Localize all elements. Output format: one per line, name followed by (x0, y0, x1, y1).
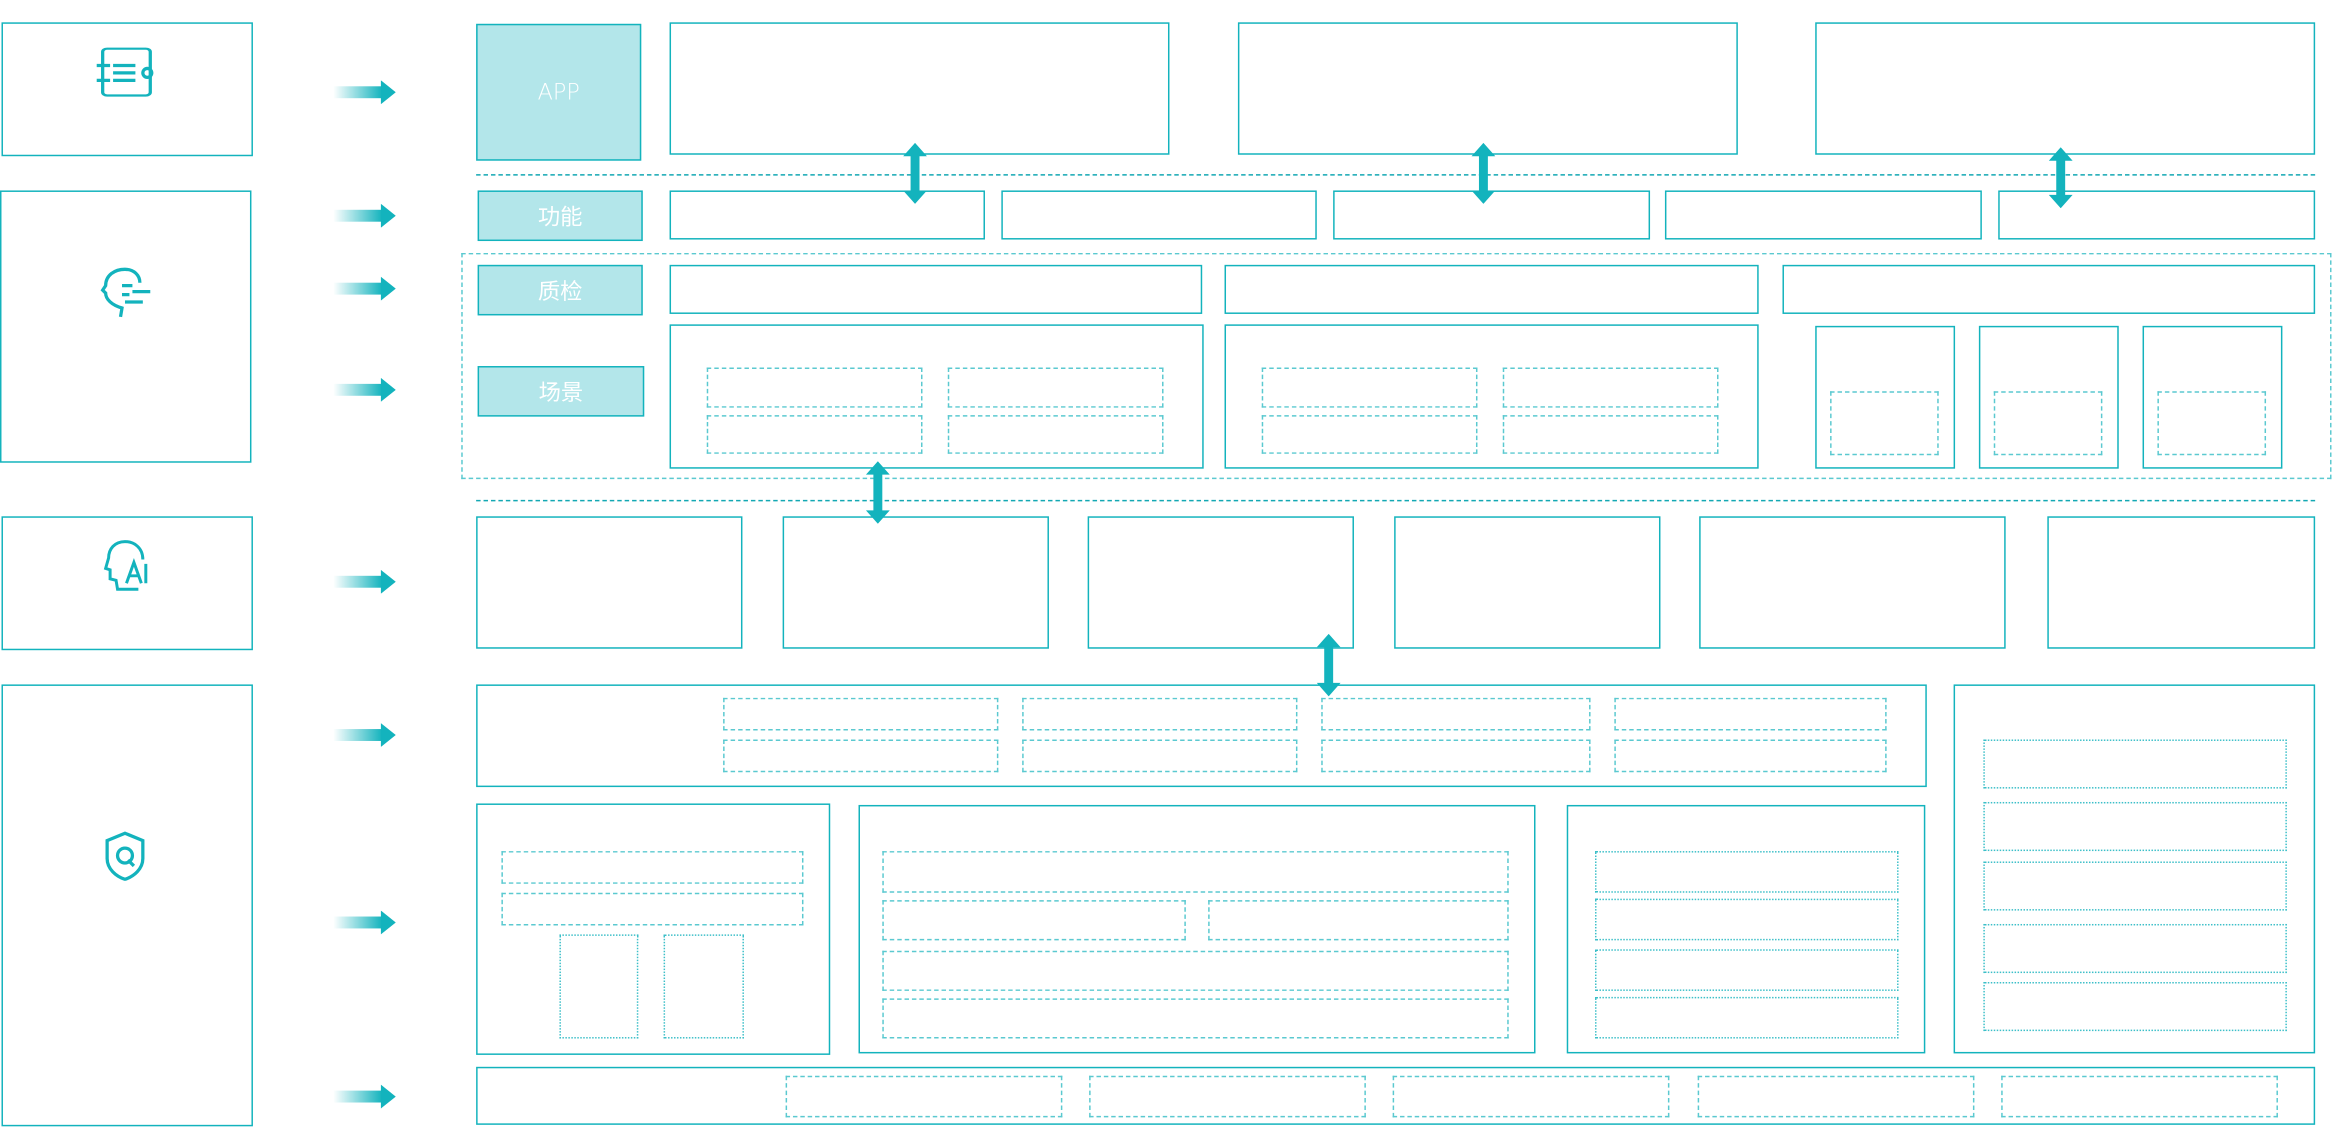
scenario-small-slot (1993, 391, 2103, 456)
module-slot (501, 892, 804, 926)
base-slot (1697, 1075, 1975, 1118)
module-slot (882, 950, 1509, 991)
function-box (1998, 190, 2316, 240)
right-stack-slot (1983, 861, 2287, 911)
scenario-small-box (2142, 325, 2283, 469)
platform-slot (723, 739, 999, 773)
quality-check-box (1224, 264, 1759, 314)
base-slot (2001, 1075, 2278, 1118)
right-arrow-icon (333, 1084, 396, 1109)
module-box-1 (476, 803, 831, 1055)
double-arrow-icon (1316, 633, 1341, 697)
module-slot (663, 934, 744, 1039)
quality-scenario-group (461, 252, 2332, 480)
layer-label-quality-check: 质检 (477, 264, 643, 316)
scenario-slot (947, 415, 1164, 454)
right-stack-slot (1983, 982, 2287, 1032)
platform-slot (1614, 739, 1887, 773)
platform-slot (1321, 697, 1591, 731)
platform-slot (1614, 697, 1887, 731)
scenario-small-slot (2157, 391, 2267, 456)
platform-slot (1321, 739, 1591, 773)
head-speech-icon (100, 267, 151, 318)
double-arrow-icon (865, 461, 890, 524)
function-box (669, 190, 985, 240)
scenario-box (1224, 324, 1759, 469)
ai-box (1699, 516, 2006, 649)
module-slot (1595, 949, 1899, 991)
function-box (1001, 190, 1317, 240)
double-arrow-icon (903, 142, 927, 204)
scenario-slot (1261, 415, 1478, 454)
quality-check-box (1782, 264, 2316, 314)
module-slot (1595, 996, 1899, 1039)
double-arrow-icon (2048, 147, 2073, 209)
quality-check-box (669, 264, 1203, 314)
left-panel-voice (0, 190, 252, 463)
app-box (1237, 22, 1738, 155)
double-arrow-icon (1471, 142, 1496, 204)
left-panel-ai (1, 516, 253, 651)
right-stack-box (1953, 684, 2316, 1054)
right-arrow-icon (333, 377, 396, 402)
layer-label-scenario: 场景 (477, 366, 645, 417)
document-list-icon (96, 47, 154, 97)
scenario-slot (1261, 367, 1478, 408)
scenario-small-box (1815, 325, 1956, 469)
ai-box (782, 516, 1049, 649)
scenario-box (669, 324, 1204, 469)
base-slot (785, 1075, 1063, 1118)
shield-q-icon (105, 831, 145, 881)
app-box (1815, 22, 2316, 155)
scenario-slot (706, 415, 923, 454)
right-stack-slot (1983, 923, 2287, 974)
left-panel-app (1, 22, 253, 157)
layer-separator (476, 174, 2316, 176)
scenario-small-box (1978, 325, 2119, 469)
scenario-slot (706, 367, 923, 408)
scenario-slot (1502, 415, 1719, 454)
scenario-slot (947, 367, 1164, 408)
module-box-3 (1566, 804, 1926, 1054)
ai-box (476, 516, 743, 649)
function-box (1664, 190, 1982, 240)
ai-box (1394, 516, 1661, 649)
app-box (669, 22, 1170, 155)
right-arrow-icon (333, 569, 396, 594)
right-arrow-icon (333, 276, 396, 301)
layer-label-app: APP (476, 23, 642, 161)
layer-label-function: 功能 (477, 190, 643, 242)
layer-separator (476, 499, 2316, 502)
right-stack-slot (1983, 801, 2287, 852)
right-arrow-icon (333, 910, 396, 935)
module-slot (1208, 900, 1509, 941)
platform-box (476, 684, 1927, 788)
scenario-small-slot (1830, 391, 1939, 456)
platform-slot (1022, 697, 1298, 731)
module-slot (882, 900, 1186, 941)
platform-slot (723, 697, 999, 731)
module-slot (882, 998, 1509, 1039)
left-panel-quality (1, 684, 253, 1127)
module-slot (559, 934, 639, 1039)
ai-box (2047, 516, 2316, 649)
module-slot (882, 851, 1509, 893)
platform-slot (1022, 739, 1298, 773)
scenario-slot (1502, 367, 1719, 408)
module-slot (1595, 851, 1899, 893)
ai-box (1087, 516, 1354, 649)
base-slot (1392, 1075, 1670, 1118)
right-stack-slot (1983, 739, 2287, 789)
base-slot (1089, 1075, 1366, 1118)
module-slot (501, 851, 804, 884)
right-arrow-icon (333, 80, 396, 105)
right-arrow-icon (333, 723, 396, 747)
right-arrow-icon (333, 203, 396, 228)
module-slot (1595, 898, 1899, 941)
module-box-2 (858, 804, 1536, 1054)
ai-head-icon (103, 540, 148, 591)
function-box (1333, 190, 1651, 240)
